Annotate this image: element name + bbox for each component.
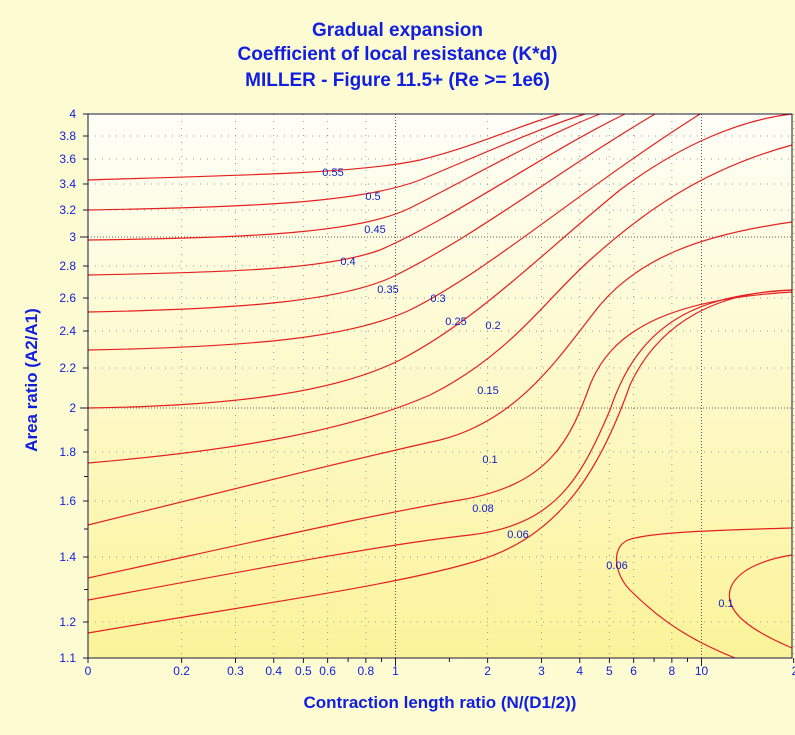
y-tick-label: 1.1 bbox=[59, 651, 76, 665]
y-tick-label: 4 bbox=[69, 107, 76, 121]
x-tick-label: 0.4 bbox=[265, 664, 282, 678]
contour-line bbox=[87, 289, 793, 601]
x-tick-label: 3 bbox=[538, 664, 545, 678]
contour-label: 0.2 bbox=[485, 320, 500, 332]
contour-label: 0.3 bbox=[430, 293, 445, 305]
chart-title: Gradual expansion bbox=[311, 20, 484, 41]
contour-line bbox=[87, 113, 586, 211]
y-tick-label: 2.6 bbox=[59, 291, 76, 305]
contour-label: 0.06 bbox=[507, 529, 528, 541]
x-tick-label: 0.6 bbox=[319, 664, 336, 678]
contour-label: 0.1 bbox=[482, 454, 497, 466]
x-tick-label: 4 bbox=[576, 664, 583, 678]
y-axis-label: Area ratio (A2/A1) bbox=[22, 308, 41, 452]
y-tick-label: 3.4 bbox=[59, 177, 76, 191]
x-tick-label: 5 bbox=[606, 664, 613, 678]
contour-label: 0.45 bbox=[364, 224, 385, 236]
y-tick-label: 3.2 bbox=[59, 203, 76, 217]
contour-label: 0.25 bbox=[445, 316, 466, 328]
contour-line bbox=[728, 554, 793, 649]
x-tick-label: 0.8 bbox=[358, 664, 375, 678]
contour-line bbox=[87, 291, 793, 579]
x-tick-label: 1 bbox=[392, 664, 399, 678]
x-tick-label: 8 bbox=[669, 664, 676, 678]
x-axis-label: Contraction length ratio (N/(D1/2)) bbox=[303, 693, 577, 712]
x-tick-label: 10 bbox=[695, 664, 709, 678]
plot-border bbox=[87, 113, 793, 659]
contour-line bbox=[87, 113, 793, 409]
contour-label: 0.08 bbox=[472, 503, 493, 515]
y-tick-label: 1.2 bbox=[59, 615, 76, 629]
contour-line bbox=[87, 113, 626, 276]
x-axis: 0 0.2 0.3 0.4 0.5 0.6 0.8 1 2 3 4 5 6 8 10 20 bbox=[85, 658, 795, 678]
contour-line bbox=[87, 113, 701, 351]
plot-area bbox=[88, 114, 792, 658]
contour-label: 0.5 bbox=[365, 191, 380, 203]
x-tick-label: 0 bbox=[85, 664, 92, 678]
y-tick-label: 2.8 bbox=[59, 259, 76, 273]
contour-label: 0.55 bbox=[322, 167, 343, 179]
contour-label: 0.06 bbox=[606, 560, 627, 572]
contour-line bbox=[87, 144, 793, 464]
contour-lines bbox=[87, 113, 793, 659]
y-tick-label: 3.6 bbox=[59, 152, 76, 166]
y-tick-label: 1.4 bbox=[59, 550, 76, 564]
x-tick-label: 0.2 bbox=[173, 664, 190, 678]
y-tick-label: 1.8 bbox=[59, 445, 76, 459]
chart-subtitle: Coefficient of local resistance (K*d) bbox=[237, 44, 558, 65]
contour-label: 0.35 bbox=[377, 284, 398, 296]
y-tick-label: 2.4 bbox=[59, 324, 76, 338]
contour-labels: 0.55 0.5 0.45 0.4 0.35 0.30.25 0.2 0.15 0.1 0.08 0… bbox=[322, 167, 733, 610]
chart-subtitle-2: MILLER - Figure 11.5+ (Re >= 1e6) bbox=[245, 70, 550, 91]
x-tick-label: 6 bbox=[630, 664, 637, 678]
y-tick-label: 3 bbox=[69, 230, 76, 244]
contour-line bbox=[87, 289, 793, 634]
contour-label: 0.15 bbox=[477, 385, 498, 397]
y-tick-label: 2 bbox=[69, 401, 76, 415]
contour-line bbox=[87, 113, 656, 313]
x-tick-label: 2 bbox=[484, 664, 491, 678]
x-tick-label: 0.3 bbox=[227, 664, 244, 678]
contour-line bbox=[87, 113, 601, 241]
x-tick-label: 20 bbox=[792, 664, 795, 678]
contour-line bbox=[615, 527, 793, 659]
y-tick-label: 2.2 bbox=[59, 361, 76, 375]
y-axis: 1.1 1.2 1.4 1.6 1.8 2 2.2 2.4 2.6 2.8 3 3.2 3.4 3.6 3.… bbox=[59, 107, 88, 665]
contour-line bbox=[87, 221, 793, 526]
x-tick-label: 0.5 bbox=[295, 664, 312, 678]
contour-line bbox=[87, 113, 561, 181]
contour-label: 0.4 bbox=[340, 256, 355, 268]
y-tick-label: 3.8 bbox=[59, 129, 76, 143]
contour-label: 0.1 bbox=[718, 598, 733, 610]
y-tick-label: 1.6 bbox=[59, 494, 76, 508]
